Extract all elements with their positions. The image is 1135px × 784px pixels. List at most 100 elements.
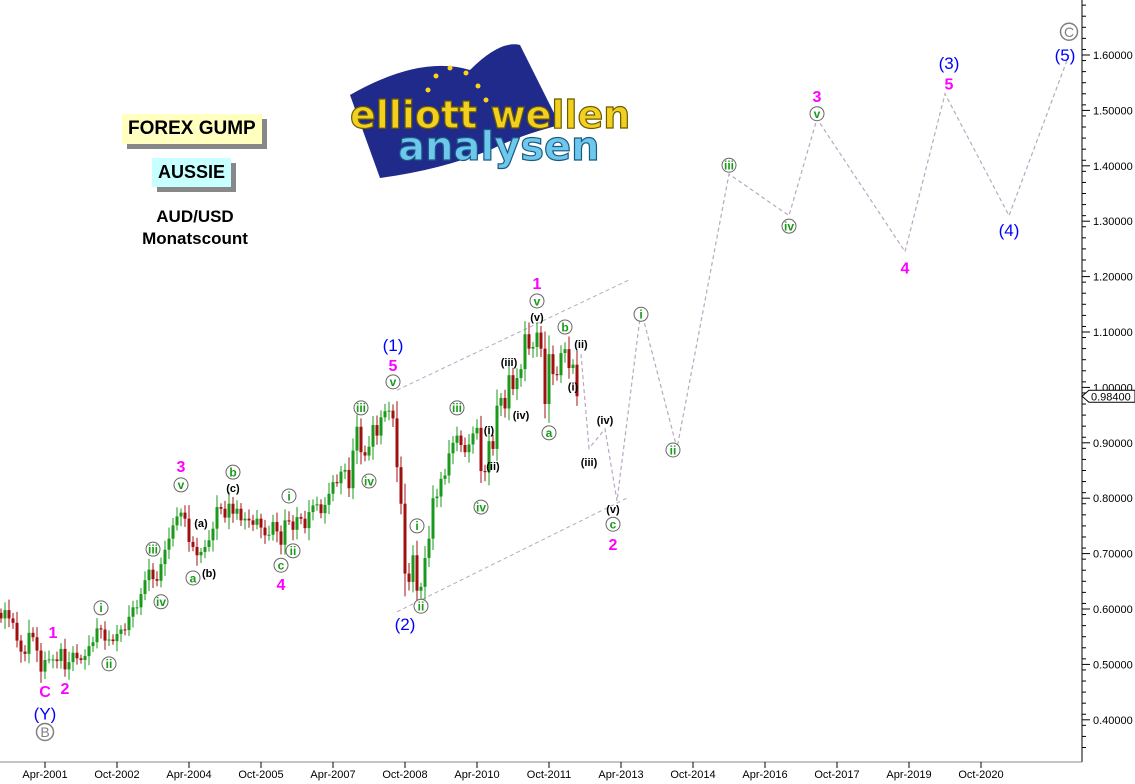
wave-label: iii [449,400,465,416]
candle [415,540,419,602]
candle [259,513,263,539]
y-tick-label: 0.70000 [1093,549,1133,561]
candle [379,410,383,445]
candle-body [279,531,283,545]
wave-label-text: i [287,489,290,503]
wave-label-text: i [639,308,642,322]
candle-body [39,650,43,672]
candle-body [283,520,287,545]
wave-label-text: 5 [945,77,954,94]
candle [123,623,127,636]
candle-body [43,659,47,672]
candle [339,465,343,495]
wave-circle [285,543,301,559]
candle [443,468,447,485]
candle [559,345,563,383]
wave-label: (v) [606,504,620,516]
wave-label-text: (2) [395,615,416,634]
wave-label: a [185,570,201,586]
candle-body [135,607,139,609]
candle-body [427,538,431,559]
candle [515,368,519,401]
candle-body [207,540,211,547]
wave-circle [665,442,681,458]
wave-label-text: (i) [484,425,495,437]
candle-body [255,518,259,525]
candle [531,341,535,358]
wave-label: iii [353,400,369,416]
candle-body [575,364,579,397]
candle-body [11,618,15,623]
candle-body [303,518,307,529]
candle [91,636,95,653]
candle [43,651,47,680]
candle-body [287,520,291,522]
candle-body [163,549,167,565]
wave-label-text: C [1064,24,1074,40]
wave-circle [633,306,649,322]
candle-body [423,558,427,587]
candle-body [139,594,143,608]
wave-label: i [633,306,649,322]
candle-body [455,435,459,443]
wave-label: c [605,516,621,532]
wave-circle [409,518,425,534]
wave-circle [35,722,55,742]
candle-body [95,628,99,643]
candle-body [551,354,555,375]
candle [211,521,215,552]
wave-circle [281,488,297,504]
candle [243,512,247,530]
candle-body [543,348,547,405]
y-tick-label: 1.30000 [1093,216,1133,228]
wave-label: i [409,518,425,534]
candle [31,627,35,642]
wave-label-text: a [190,571,197,585]
wave-label: (1) [383,336,404,355]
candle [83,649,87,670]
candle [159,557,163,588]
candle-body [571,364,575,369]
candle [491,434,495,456]
candle [343,463,347,479]
candle-body [407,573,411,582]
wave-label-text: iii [148,542,158,556]
candle [459,430,463,453]
candle [539,326,543,358]
candle [475,419,479,440]
candle [383,403,387,422]
wave-label-text: (4) [999,221,1020,240]
logo-text-top: elliott wellen [350,93,630,137]
candle [519,364,523,387]
wave-label: (iii) [501,357,518,369]
wave-label-text: v [178,478,185,492]
candle [147,558,151,592]
candle-body [519,369,523,378]
wave-label: i [281,488,297,504]
candle [99,624,103,639]
candle [507,359,511,421]
wave-label: 3 [813,89,822,106]
candle-body [527,334,531,349]
wave-label: 4 [277,577,286,594]
wave-label: 4 [901,260,910,277]
candle-body [431,498,435,539]
candle-body [203,546,207,552]
wave-label: v [173,477,189,493]
candle [451,435,455,465]
candle [67,651,71,680]
wave-label-text: i [415,519,418,533]
wave-circle [273,557,289,573]
candle-body [195,546,199,556]
candle-body [115,633,119,642]
candle-body [463,445,467,453]
wave-label-text: B [40,724,49,740]
wave-label-text: 3 [813,89,822,106]
y-tick-label: 0.90000 [1093,438,1133,450]
wave-circle [225,464,241,480]
candle [427,525,431,568]
logo: elliott wellen analysen [349,44,631,179]
candle [207,530,211,552]
candle [0,608,3,623]
candle-body [483,471,487,473]
